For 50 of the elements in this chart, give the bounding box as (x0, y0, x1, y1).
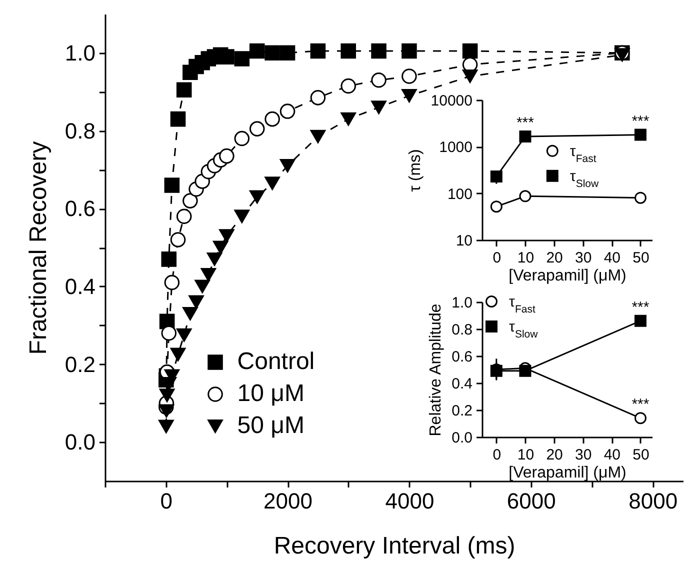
x-tick-label: 40 (604, 250, 621, 266)
y-tick-label: 0.4 (452, 376, 472, 392)
y-tick-label: 100 (447, 186, 472, 203)
x-tick-label: 2000 (264, 488, 313, 514)
y-tick-label: 0.0 (452, 430, 472, 446)
x-tick-label: 4000 (385, 488, 434, 514)
legend-label: τ$_{Slow}$ (509, 318, 538, 340)
x-tick-label: 0 (160, 488, 172, 514)
legend-label: 50 μM (237, 412, 304, 440)
x-tick-label: 50 (632, 250, 650, 266)
y-tick-label: 0.8 (64, 118, 96, 144)
legend-label: Control (237, 348, 315, 376)
y-tick-label: 0.4 (64, 274, 96, 299)
annotation: *** (632, 112, 650, 130)
x-axis-title: Recovery Interval (ms) (274, 532, 516, 560)
x-tick-label: 0 (492, 446, 502, 464)
x-tick-label: 10 (517, 446, 534, 464)
y-tick-label: 0.0 (64, 430, 96, 455)
y-tick-label: 10000 (430, 92, 472, 110)
y-tick-label: 0.2 (452, 402, 472, 420)
legend-label: τ$_{Fast}$ (509, 294, 536, 316)
x-tick-label: 0 (492, 250, 502, 266)
y-tick-label: 0.8 (452, 322, 472, 338)
x-tick-label: 20 (546, 250, 563, 266)
y-tick-label: 0.6 (64, 196, 96, 222)
y-axis-title: τ (ms) (406, 149, 424, 192)
legend-label: τ$_{Fast}$ (570, 142, 596, 165)
annotation: *** (516, 114, 534, 132)
x-tick-label: 20 (546, 446, 563, 464)
x-axis-title: [Verapamil] (μM) (508, 464, 626, 482)
y-axis-title: Relative Amplitude (428, 304, 445, 436)
y-tick-label: 10 (456, 232, 472, 250)
y-tick-label: 0.6 (452, 348, 472, 366)
y-tick-label: 0.2 (64, 352, 96, 377)
legend-label: τ$_{Slow}$ (570, 168, 600, 190)
annotation: *** (632, 298, 650, 316)
y-tick-label: 1.0 (64, 40, 96, 66)
y-tick-label: 1.0 (452, 294, 472, 312)
x-tick-label: 30 (575, 446, 592, 464)
legend-label: 10 μM (237, 380, 304, 408)
annotation: *** (632, 396, 650, 414)
x-tick-label: 6000 (506, 488, 556, 514)
x-axis-title: [Verapamil] (μM) (508, 268, 626, 284)
y-tick-label: 1000 (439, 139, 472, 156)
x-tick-label: 8000 (628, 488, 678, 514)
x-tick-label: 50 (632, 446, 650, 464)
x-tick-label: 10 (517, 250, 534, 266)
x-tick-label: 30 (575, 250, 592, 266)
y-axis-title: Fractional Recovery (24, 141, 52, 355)
x-tick-label: 40 (604, 446, 621, 464)
